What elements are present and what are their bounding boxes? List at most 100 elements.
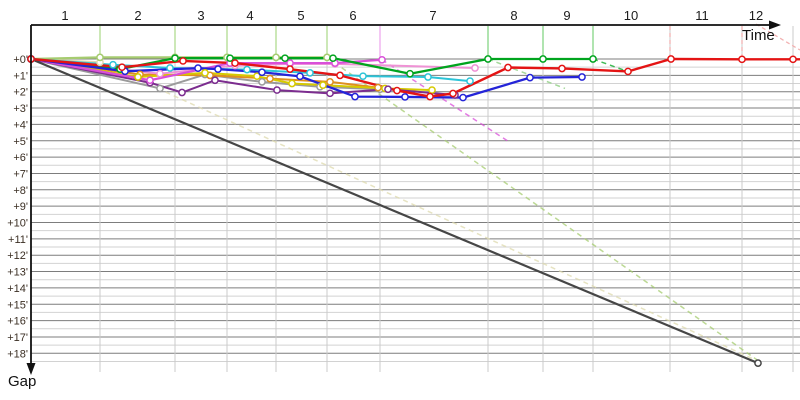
marker-blue: [526, 73, 534, 82]
time-axis-label: Time: [742, 27, 775, 44]
y-tick-label: +14': [7, 283, 28, 295]
marker-red: [426, 92, 434, 101]
marker-gray: [258, 78, 266, 86]
marker-blue: [258, 68, 266, 77]
marker-orange: [326, 78, 334, 86]
marker-red: [179, 57, 187, 65]
marker-magenta: [286, 59, 294, 67]
y-tick-label: +16': [7, 316, 28, 328]
marker-yellow: [253, 72, 261, 81]
marker-blue: [578, 73, 586, 81]
gap-axis-label: Gap: [8, 373, 37, 390]
marker-orange: [266, 74, 274, 83]
x-tick-label: 11: [695, 8, 709, 23]
series-tail-lightgreen: [326, 56, 758, 361]
marker-gray: [156, 84, 164, 93]
x-tick-label: 5: [297, 8, 304, 23]
marker-yellow: [428, 86, 436, 94]
y-tick-label: +6': [13, 152, 28, 164]
axes: [26, 20, 781, 375]
marker-green: [171, 54, 179, 63]
x-tick-label: 1: [61, 8, 68, 23]
marker-red: [231, 59, 239, 67]
marker-cyan: [306, 69, 314, 77]
x-tick-label: 6: [349, 8, 356, 23]
marker-green: [484, 55, 492, 63]
marker-purple: [178, 88, 186, 97]
marker-cyan: [424, 73, 432, 81]
marker-cyan: [109, 60, 117, 69]
y-tick-label: +7': [13, 168, 28, 180]
marker-purple: [273, 86, 281, 94]
marker-magenta: [378, 55, 386, 64]
marker-red: [558, 64, 566, 73]
marker-red: [118, 63, 126, 72]
marker-red: [738, 55, 746, 64]
gridlines: [31, 58, 800, 362]
x-tick-label: 4: [246, 8, 253, 23]
x-tick-label: 9: [563, 8, 570, 23]
y-tick-label: +11': [8, 234, 28, 246]
marker-lightgreen: [96, 53, 104, 62]
marker-darkgray: [754, 359, 762, 367]
marker-green: [329, 54, 337, 63]
x-tick-label: 10: [624, 8, 638, 23]
x-tick-label: 3: [197, 8, 204, 23]
leader-ticks: [99, 23, 800, 57]
marker-orange: [374, 83, 382, 92]
marker-red: [393, 86, 401, 95]
y-tick-label: +2': [13, 87, 28, 99]
x-tick-labels: 1 2 3 4 5 6 7 8 9 10 11 12: [61, 8, 763, 23]
series-line-red: [30, 57, 800, 98]
marker-pink: [156, 69, 164, 78]
marker-green: [281, 54, 289, 63]
y-tick-label: +12': [7, 250, 28, 262]
marker-yellow: [288, 79, 296, 88]
series-lines: [30, 56, 800, 365]
y-tick-label: +0': [13, 54, 28, 66]
x-tick-label: 12: [749, 8, 763, 23]
marker-green: [589, 55, 597, 63]
marker-red: [449, 89, 457, 98]
marker-lightgreen: [272, 53, 280, 62]
marker-blue: [194, 64, 202, 73]
marker-magenta: [146, 76, 154, 85]
y-tick-label: +1': [13, 70, 28, 82]
marker-yellow: [319, 81, 327, 90]
marker-cyan: [466, 77, 474, 85]
marker-blue: [214, 65, 222, 73]
marker-red: [286, 65, 294, 73]
marker-purple: [326, 89, 334, 98]
marker-cyan: [166, 64, 174, 72]
marker-blue: [401, 93, 409, 101]
marker-purple: [384, 85, 392, 94]
marker-red: [336, 71, 344, 80]
marker-yellow: [201, 69, 209, 77]
marker-lightgreen: [323, 53, 331, 62]
marker-red: [667, 55, 675, 63]
marker-yellow: [134, 73, 142, 81]
y-tick-labels: +0' +1' +2' +3' +4' +5' +6' +7' +8' +9' +10' +11' +1…: [7, 54, 28, 360]
y-tick-label: +15': [7, 299, 28, 311]
marker-green: [539, 55, 547, 63]
series-tail-magenta: [381, 59, 511, 144]
marker-purple: [211, 76, 219, 85]
y-tick-label: +18': [7, 348, 28, 360]
marker-red: [624, 67, 632, 76]
marker-cyan: [359, 72, 367, 81]
y-tick-label: +5': [13, 136, 28, 148]
marker-green: [226, 54, 234, 63]
marker-blue: [351, 92, 359, 101]
y-tick-label: +13': [7, 267, 28, 279]
marker-red: [789, 55, 797, 64]
series-tail-ivory: [99, 61, 758, 362]
x-tick-label: 8: [510, 8, 517, 23]
y-tick-label: +3': [13, 103, 28, 115]
x-tick-label: 2: [134, 8, 141, 23]
dropout-dashes: [99, 56, 758, 362]
y-tick-label: +8': [13, 185, 28, 197]
y-tick-label: +4': [13, 119, 28, 131]
y-tick-label: +10': [7, 218, 28, 230]
